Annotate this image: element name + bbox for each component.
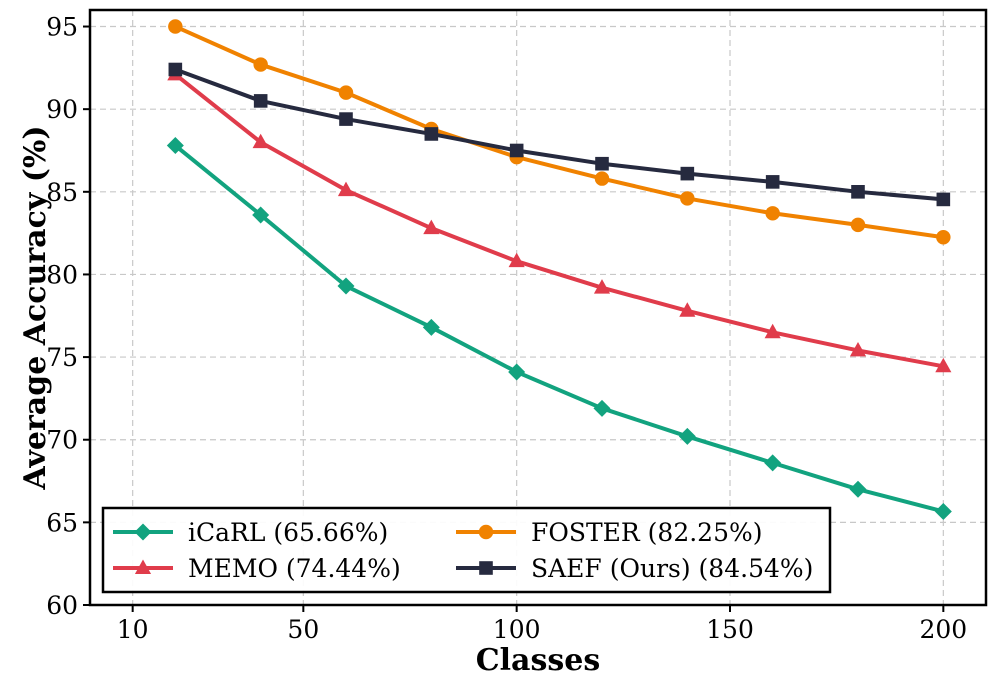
legend-label: SAEF (Ours) (84.54%) xyxy=(531,554,813,583)
legend-marker xyxy=(478,524,494,540)
data-point xyxy=(337,181,355,197)
data-point xyxy=(339,112,353,126)
x-axis-title: Classes xyxy=(476,643,600,678)
data-point xyxy=(168,19,183,34)
data-point xyxy=(593,279,611,294)
data-point xyxy=(168,62,183,77)
data-point xyxy=(593,399,611,417)
data-point xyxy=(851,185,865,199)
data-point xyxy=(680,166,695,181)
legend-item: iCaRL (65.66%) xyxy=(113,518,388,547)
y-tick-label: 80 xyxy=(46,260,78,289)
data-point xyxy=(423,219,440,235)
data-point xyxy=(252,133,269,149)
data-point xyxy=(594,171,610,186)
series-line xyxy=(173,24,946,240)
data-point xyxy=(678,427,696,445)
data-point xyxy=(936,230,951,245)
legend-box xyxy=(101,506,832,594)
x-tick-label: 10 xyxy=(117,615,149,644)
y-tick-label: 60 xyxy=(46,591,78,620)
plot-frame xyxy=(88,8,988,607)
data-point xyxy=(850,217,866,233)
data-point xyxy=(764,323,781,339)
legend-label: MEMO (74.44%) xyxy=(188,554,401,583)
data-point xyxy=(337,277,355,295)
data-point xyxy=(765,206,780,221)
x-tick-label: 50 xyxy=(287,615,319,644)
series-line xyxy=(173,67,946,202)
y-axis-title: Average Accuracy (%) xyxy=(18,125,53,490)
data-point xyxy=(764,454,782,472)
legend: iCaRL (65.66%) FOSTER (82.25%) MEMO (74.44… xyxy=(101,506,832,594)
series-line xyxy=(173,72,946,369)
series-diamond xyxy=(166,137,952,520)
y-tick-label: 65 xyxy=(46,508,78,537)
data-point xyxy=(253,57,268,72)
x-tick-label: 200 xyxy=(919,615,967,644)
data-point xyxy=(849,341,867,357)
legend-label: iCaRL (65.66%) xyxy=(188,518,388,547)
x-tick-label: 150 xyxy=(706,615,754,644)
tick-layer: 10 50 100 150 200 60 65 70 75 80 85 90 95 xyxy=(46,13,967,644)
data-point xyxy=(679,302,696,317)
data-point xyxy=(253,94,268,108)
series-layer xyxy=(166,19,952,520)
data-point xyxy=(508,252,525,268)
data-point xyxy=(849,480,867,498)
y-tick-label: 90 xyxy=(46,95,78,124)
x-tick-label: 100 xyxy=(493,615,541,644)
data-point xyxy=(936,192,951,207)
y-tick-label: 75 xyxy=(46,343,78,372)
y-tick-label: 95 xyxy=(46,13,78,42)
legend-item: FOSTER (82.25%) xyxy=(456,518,763,547)
data-point xyxy=(508,363,526,381)
legend-item: MEMO (74.44%) xyxy=(113,554,401,583)
data-point xyxy=(252,206,270,224)
legend-marker xyxy=(479,561,493,575)
data-point xyxy=(680,191,695,206)
data-point xyxy=(765,175,780,189)
legend-item: SAEF (Ours) (84.54%) xyxy=(456,554,813,583)
data-point xyxy=(509,143,524,158)
data-point xyxy=(338,85,354,100)
y-tick-label: 85 xyxy=(46,178,78,207)
legend-marker xyxy=(134,523,152,541)
series-square xyxy=(168,62,951,207)
y-tick-label: 70 xyxy=(46,426,78,455)
series-line xyxy=(173,143,946,514)
legend-marker xyxy=(134,559,152,574)
data-point xyxy=(595,156,609,171)
legend-label: FOSTER (82.25%) xyxy=(531,518,763,547)
data-point xyxy=(935,357,952,373)
data-point xyxy=(934,502,952,520)
data-point xyxy=(424,127,439,141)
data-point xyxy=(166,137,184,155)
data-point xyxy=(422,318,440,336)
